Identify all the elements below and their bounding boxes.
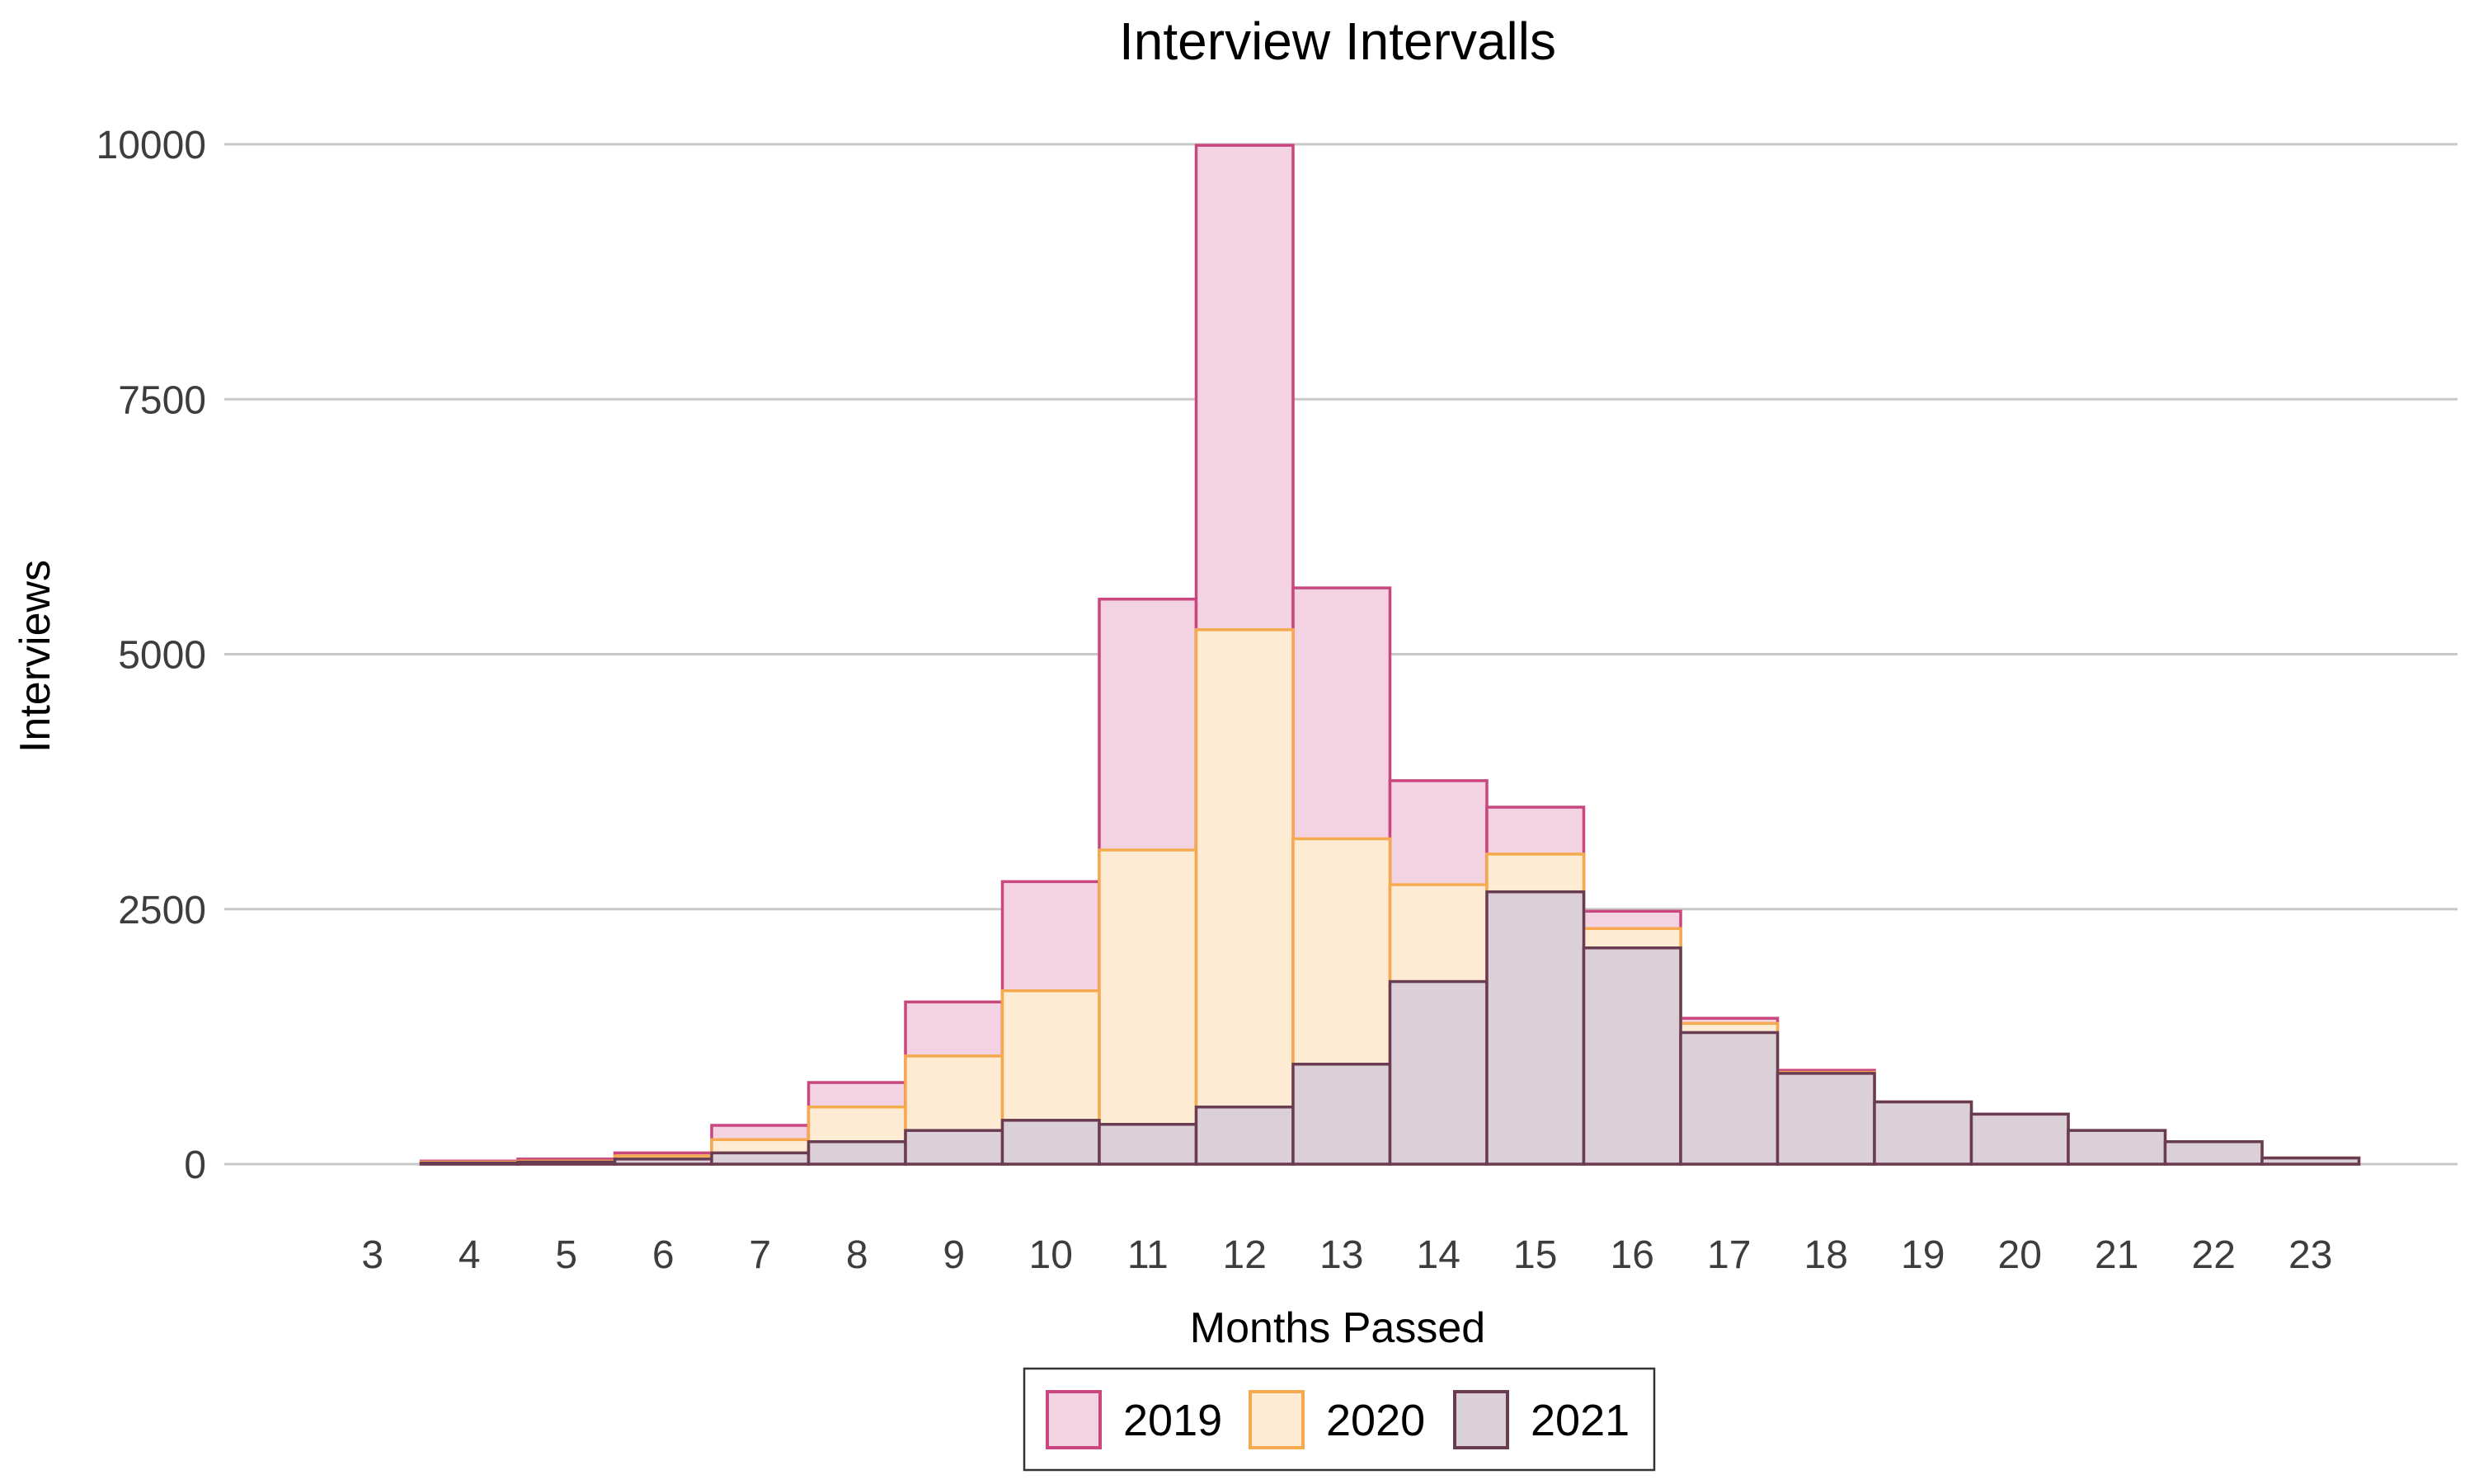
x-tick-label: 17 (1707, 1233, 1751, 1277)
x-tick-label: 8 (846, 1233, 868, 1277)
legend-box (1023, 1367, 1656, 1472)
y-tick-label: 2500 (118, 889, 206, 932)
legend-label: 2021 (1531, 1396, 1630, 1445)
x-tick-label: 12 (1223, 1233, 1267, 1277)
bar-2021-14 (1388, 979, 1489, 1166)
y-tick-label: 10000 (96, 124, 206, 167)
legend-key (1453, 1390, 1509, 1449)
x-tick-label: 18 (1804, 1233, 1848, 1277)
legend-label: 2019 (1123, 1396, 1222, 1445)
legend-item-2021: 2021 (1453, 1390, 1630, 1449)
y-tick-label: 0 (184, 1144, 206, 1187)
bar-2021-19 (1873, 1100, 1973, 1166)
bar-2021-7 (710, 1151, 811, 1166)
bar-2021-17 (1679, 1031, 1780, 1166)
x-tick-label: 21 (2095, 1233, 2138, 1277)
x-tick-label: 4 (459, 1233, 481, 1277)
legend-key (1046, 1390, 1102, 1449)
bars (419, 143, 2361, 1166)
bar-2021-6 (613, 1158, 713, 1166)
bar-2021-15 (1485, 890, 1586, 1166)
bar-2021-5 (516, 1160, 617, 1166)
bar-2021-20 (1969, 1112, 2070, 1166)
x-tick-label: 23 (2288, 1233, 2332, 1277)
y-tick-label: 7500 (118, 378, 206, 422)
bar-2020-11 (1098, 848, 1198, 1166)
bar-2021-9 (904, 1129, 1004, 1166)
bar-2021-10 (1000, 1119, 1101, 1166)
x-tick-label: 11 (1127, 1233, 1169, 1277)
bar-2021-4 (419, 1162, 520, 1166)
x-tick-label: 3 (361, 1233, 383, 1277)
bar-2020-12 (1194, 628, 1295, 1166)
x-tick-label: 16 (1611, 1233, 1654, 1277)
x-tick-label: 20 (1998, 1233, 2042, 1277)
legend-label: 2020 (1326, 1396, 1425, 1445)
x-tick-label: 9 (943, 1233, 965, 1277)
bar-2021-22 (2163, 1140, 2264, 1166)
legend-item-2019: 2019 (1046, 1390, 1222, 1449)
x-tick-label: 5 (555, 1233, 577, 1277)
bar-2021-18 (1776, 1072, 1876, 1166)
bar-2021-21 (2067, 1129, 2167, 1166)
chart-title: Interview Intervalls (1119, 12, 1556, 71)
bar-2021-8 (807, 1140, 907, 1166)
bar-2021-13 (1291, 1063, 1392, 1166)
series-2021 (419, 890, 2361, 1166)
x-tick-label: 6 (652, 1233, 675, 1277)
bar-2021-12 (1194, 1105, 1295, 1166)
y-axis-title: Interviews (12, 560, 59, 753)
bar-2021-23 (2260, 1156, 2361, 1166)
x-tick-label: 19 (1901, 1233, 1945, 1277)
legend-key (1249, 1390, 1305, 1449)
x-tick-label: 14 (1417, 1233, 1460, 1277)
x-tick-label: 7 (749, 1233, 771, 1277)
x-tick-label: 13 (1319, 1233, 1363, 1277)
y-tick-label: 5000 (118, 634, 206, 678)
x-tick-label: 22 (2192, 1233, 2236, 1277)
x-axis-ticks: 3 4 5 6 7 8 9 10 11 12 13 14 15 16 17 18 19 20 21 22 23 (361, 1233, 2332, 1277)
legend: 2019 2020 2021 (1023, 1367, 1656, 1472)
bar-2021-16 (1582, 946, 1682, 1166)
y-axis-ticks: 0 2500 5000 7500 10000 (96, 124, 206, 1187)
bar-2021-11 (1098, 1123, 1198, 1166)
legend-item-2020: 2020 (1249, 1390, 1425, 1449)
x-tick-label: 15 (1513, 1233, 1557, 1277)
x-axis-title: Months Passed (1190, 1304, 1485, 1352)
x-tick-label: 10 (1029, 1233, 1073, 1277)
